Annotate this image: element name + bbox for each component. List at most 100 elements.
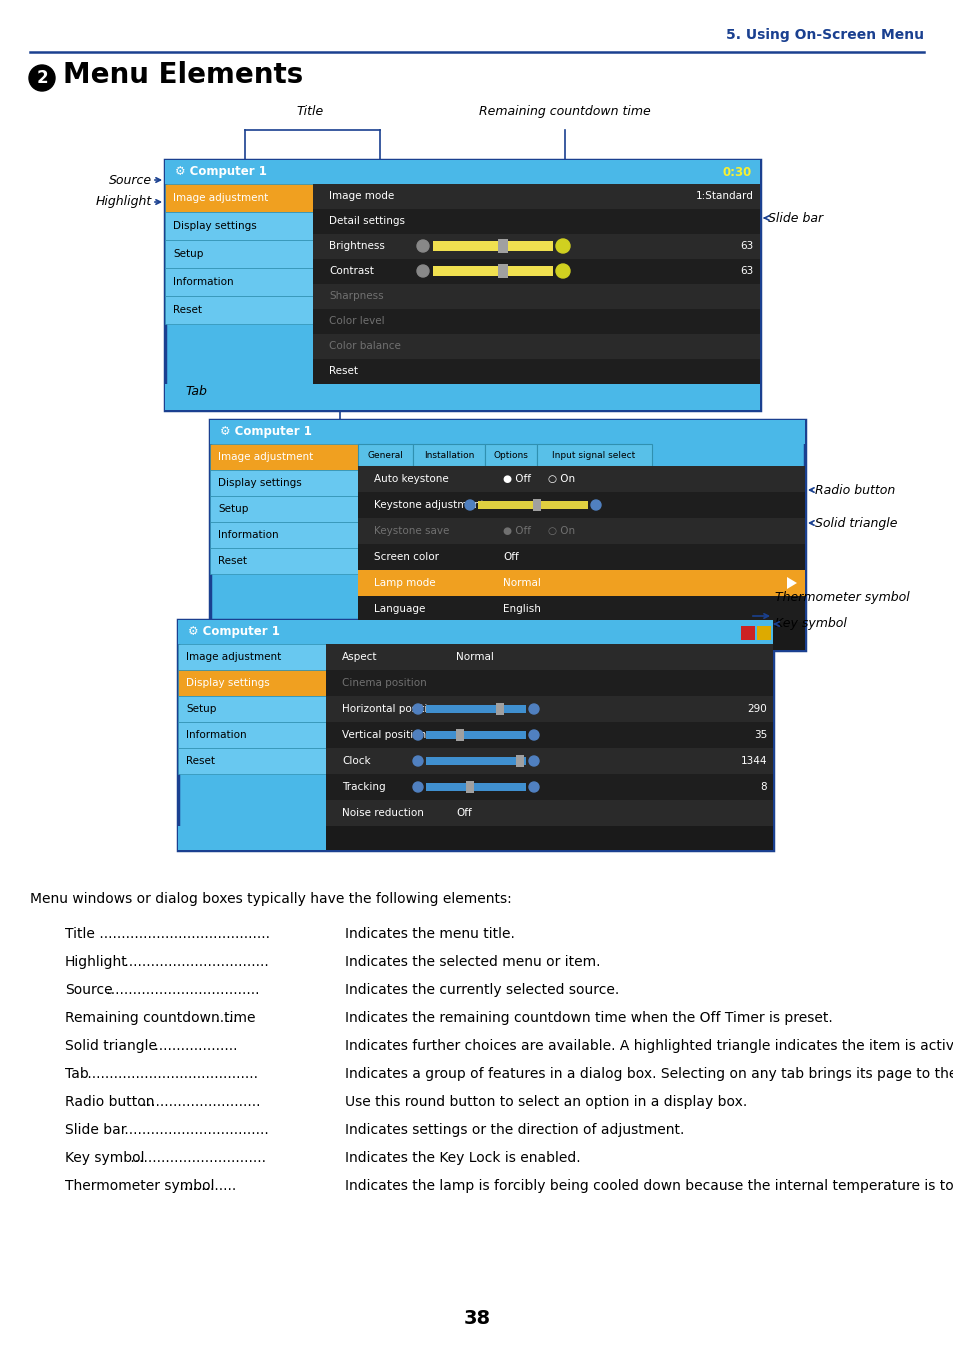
Bar <box>210 421 804 650</box>
Text: Solid triangle: Solid triangle <box>814 516 897 530</box>
Bar <box>357 545 804 570</box>
Bar <box>740 625 754 640</box>
Text: ⚙ Computer 1: ⚙ Computer 1 <box>174 166 267 178</box>
Text: Indicates further choices are available. A highlighted triangle indicates the it: Indicates further choices are available.… <box>345 1039 953 1053</box>
Bar <box>313 235 760 259</box>
Bar <box>210 470 357 496</box>
Text: Title: Title <box>296 105 323 119</box>
Text: Contrast: Contrast <box>329 266 374 276</box>
Text: Image mode: Image mode <box>329 191 394 201</box>
Bar <box>357 570 804 596</box>
Text: Highlight: Highlight <box>95 195 152 209</box>
Text: Indicates the remaining countdown time when the Off Timer is preset.: Indicates the remaining countdown time w… <box>345 1011 832 1024</box>
Circle shape <box>529 782 538 793</box>
Text: 5. Using On-Screen Menu: 5. Using On-Screen Menu <box>725 28 923 42</box>
Bar <box>210 549 357 574</box>
Text: 38: 38 <box>463 1309 490 1328</box>
Text: Off: Off <box>502 551 518 562</box>
Text: Indicates settings or the direction of adjustment.: Indicates settings or the direction of a… <box>345 1123 683 1136</box>
Text: Reset: Reset <box>218 555 247 566</box>
Text: Radio button: Radio button <box>65 1095 154 1109</box>
Bar <box>210 496 357 522</box>
Circle shape <box>556 264 569 278</box>
Text: .............: ............. <box>174 1180 235 1193</box>
Text: Indicates the selected menu or item.: Indicates the selected menu or item. <box>345 954 599 969</box>
Text: .....: ..... <box>212 1011 237 1024</box>
Polygon shape <box>786 577 796 589</box>
Bar <box>178 748 326 774</box>
Bar <box>497 264 507 278</box>
Circle shape <box>529 731 538 740</box>
Bar <box>357 443 413 466</box>
Text: Display settings: Display settings <box>218 479 301 488</box>
Text: Display settings: Display settings <box>172 221 256 231</box>
Bar <box>178 696 326 723</box>
Text: ...........................: ........................... <box>138 1095 260 1109</box>
Circle shape <box>416 240 429 252</box>
Bar <box>313 284 760 309</box>
Text: Remaining countdown time: Remaining countdown time <box>65 1011 255 1024</box>
Text: Color level: Color level <box>329 315 384 326</box>
Text: Source: Source <box>65 983 112 998</box>
Bar <box>178 620 772 851</box>
Bar <box>357 492 804 518</box>
Bar <box>357 596 804 621</box>
Bar <box>757 625 770 640</box>
Text: Information: Information <box>186 731 247 740</box>
Bar <box>497 239 507 253</box>
Text: Indicates a group of features in a dialog box. Selecting on any tab brings its p: Indicates a group of features in a dialo… <box>345 1068 953 1081</box>
Bar <box>165 384 760 410</box>
Text: Menu Elements: Menu Elements <box>63 61 303 89</box>
Text: Detail settings: Detail settings <box>329 216 405 226</box>
Text: 2: 2 <box>36 69 48 88</box>
Bar <box>165 160 760 410</box>
Text: Reset: Reset <box>172 305 202 315</box>
Bar <box>165 160 760 183</box>
Text: Radio button: Radio button <box>814 484 894 496</box>
Bar <box>426 758 525 766</box>
Text: Auto keystone: Auto keystone <box>374 474 448 484</box>
Bar <box>165 268 313 297</box>
Text: Setup: Setup <box>218 504 248 514</box>
Text: General: General <box>367 450 402 460</box>
Text: Setup: Setup <box>186 704 216 714</box>
Text: Normal: Normal <box>456 652 494 662</box>
Bar <box>313 334 760 359</box>
Text: Indicates the menu title.: Indicates the menu title. <box>345 927 515 941</box>
Bar <box>456 729 463 741</box>
Bar <box>178 620 772 644</box>
Text: Keystone adjustment: Keystone adjustment <box>374 500 484 510</box>
Bar <box>178 826 326 851</box>
Bar <box>537 443 651 466</box>
Circle shape <box>413 731 422 740</box>
Text: Language: Language <box>374 604 425 613</box>
Bar <box>178 644 326 670</box>
Text: Image adjustment: Image adjustment <box>172 193 268 204</box>
Text: Information: Information <box>218 530 278 541</box>
Circle shape <box>413 704 422 714</box>
Text: Input signal select: Input signal select <box>552 450 635 460</box>
Bar <box>465 780 474 793</box>
Text: Use this round button to select an option in a display box.: Use this round button to select an optio… <box>345 1095 746 1109</box>
Bar <box>433 241 553 251</box>
Text: Reset: Reset <box>186 756 214 766</box>
Text: .................................: ................................. <box>120 1123 269 1136</box>
Bar <box>477 501 587 510</box>
Text: 63: 63 <box>740 266 753 276</box>
Circle shape <box>464 500 475 510</box>
Bar <box>357 518 804 545</box>
Circle shape <box>590 500 600 510</box>
Text: Brightness: Brightness <box>329 241 384 251</box>
Bar <box>165 183 313 212</box>
Bar <box>326 799 772 826</box>
Bar <box>433 266 553 276</box>
Circle shape <box>413 756 422 766</box>
Bar <box>326 644 772 670</box>
Text: ...............................: ............................... <box>126 1151 266 1165</box>
Text: Color balance: Color balance <box>329 341 400 350</box>
Text: Key symbol: Key symbol <box>774 617 846 631</box>
Text: Clock: Clock <box>341 756 370 766</box>
Text: Remaining countdown time: Remaining countdown time <box>478 105 650 119</box>
Bar <box>313 183 760 209</box>
Text: Sharpness: Sharpness <box>329 291 383 301</box>
